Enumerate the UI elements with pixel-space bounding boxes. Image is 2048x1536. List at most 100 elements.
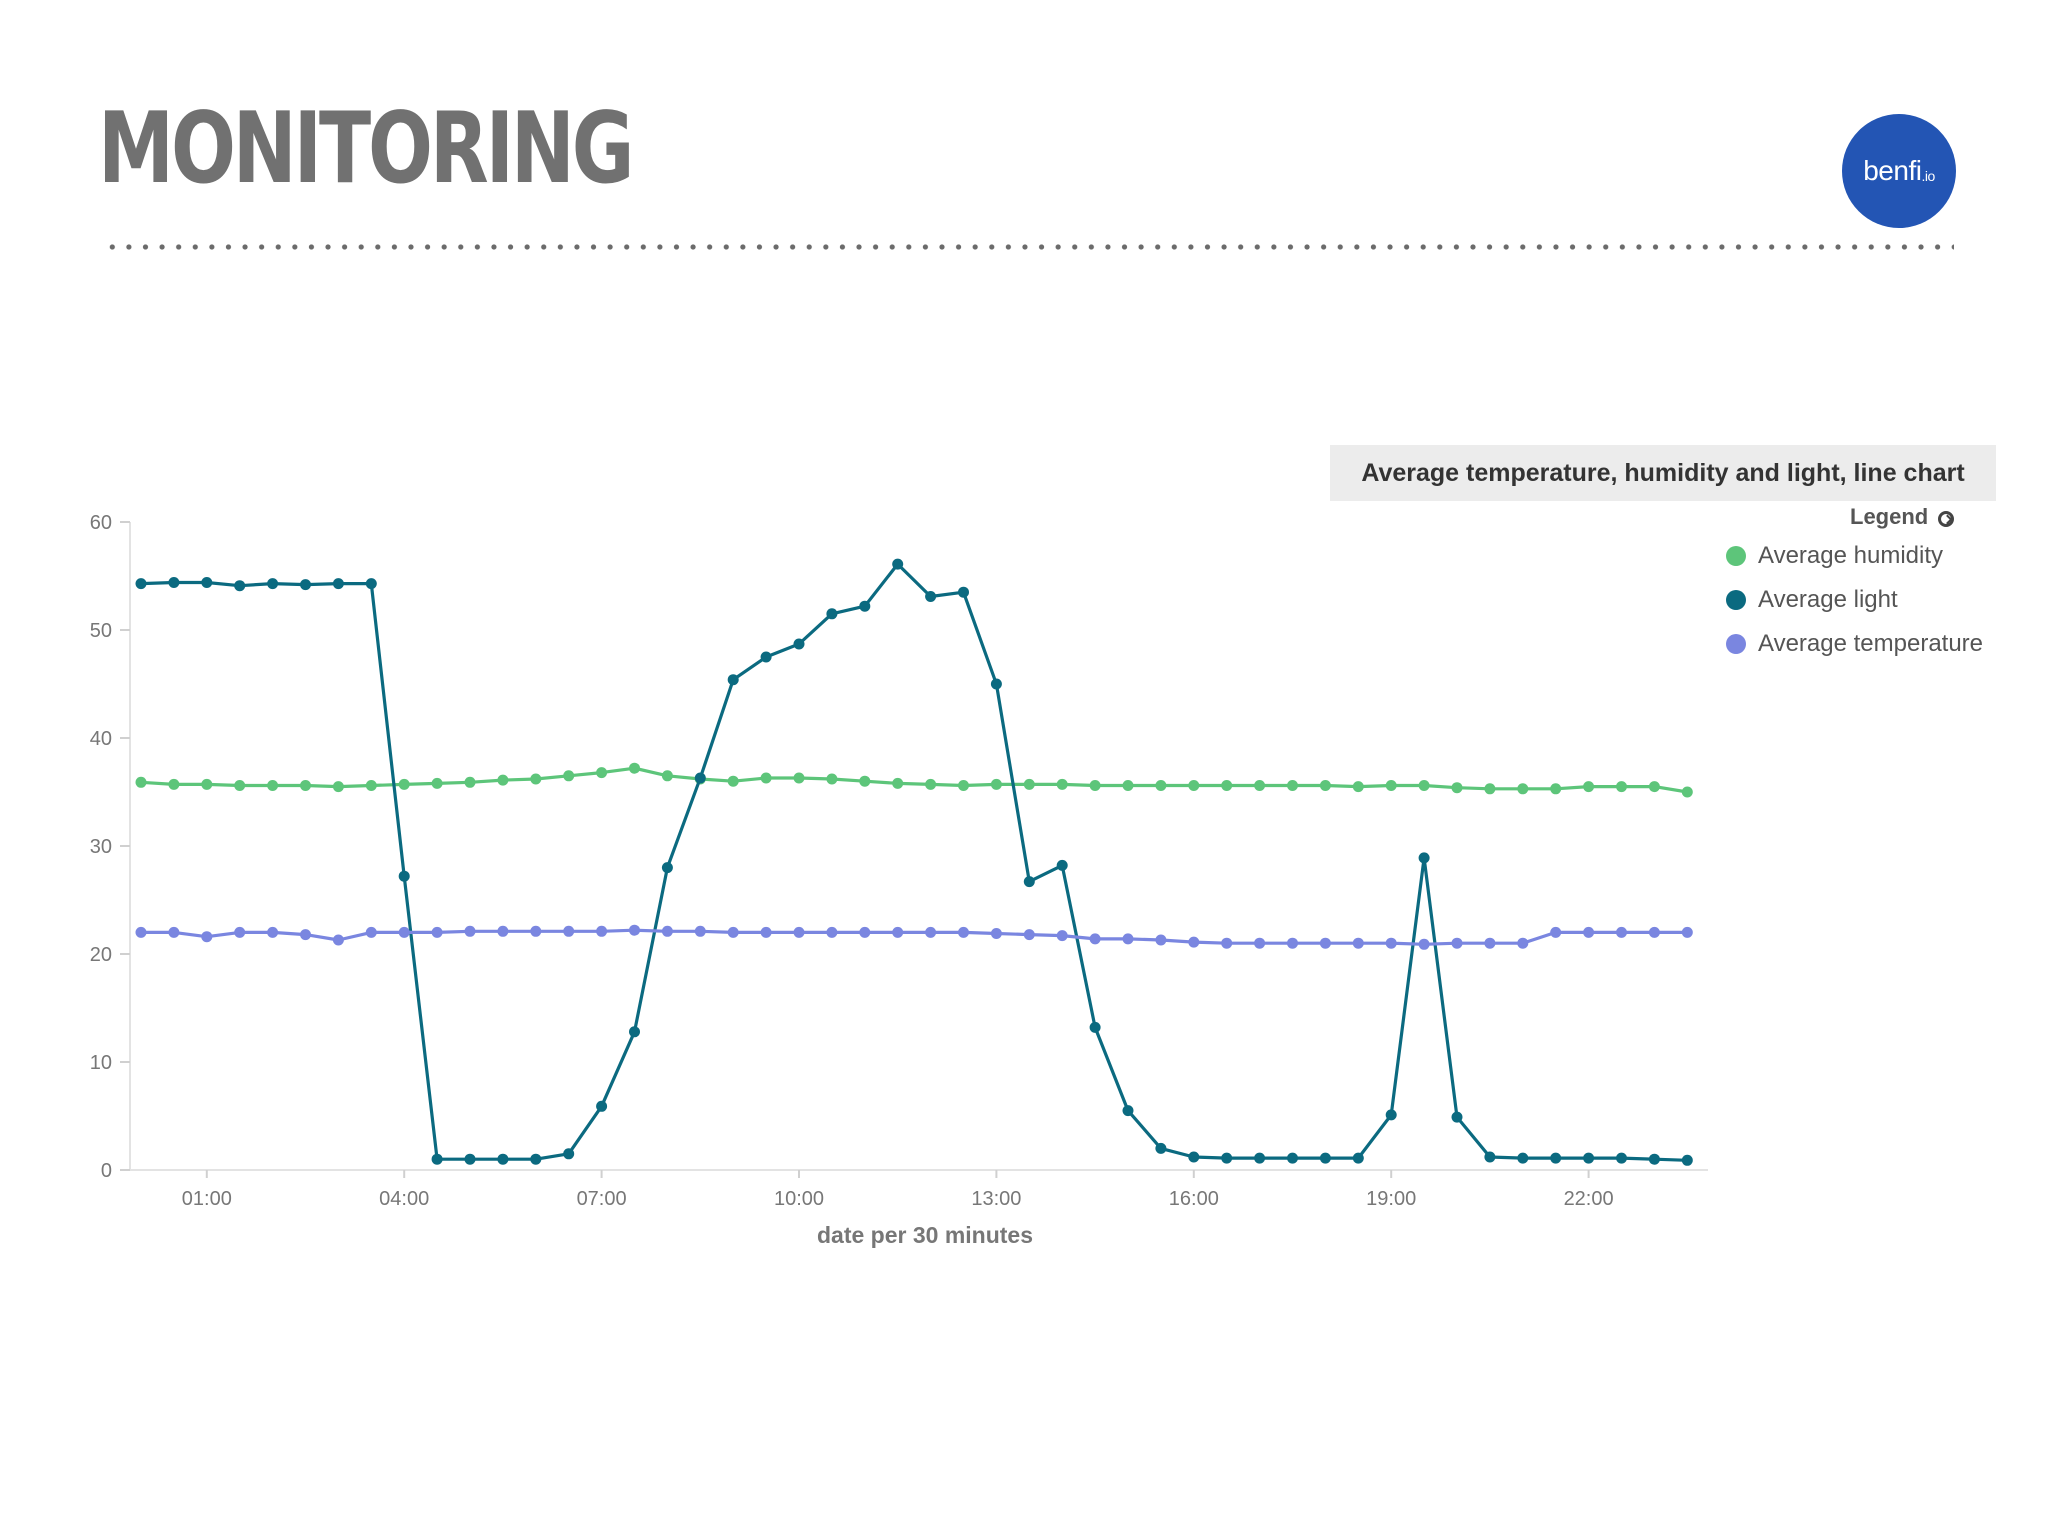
legend-swatch	[1726, 634, 1746, 654]
data-point	[1451, 1111, 1463, 1123]
x-tick-label: 07:00	[577, 1188, 627, 1210]
data-point	[267, 926, 279, 938]
data-point	[1517, 1152, 1529, 1164]
data-point	[168, 926, 180, 938]
data-point	[694, 772, 706, 784]
data-point	[234, 926, 246, 938]
data-point	[892, 558, 904, 570]
data-point	[1484, 783, 1496, 795]
data-point	[1023, 778, 1035, 790]
data-point	[300, 780, 311, 791]
data-point	[563, 770, 575, 782]
data-point	[168, 778, 180, 790]
data-point	[1188, 780, 1200, 791]
data-point	[431, 777, 443, 789]
data-point	[1352, 1152, 1364, 1164]
data-point	[958, 780, 969, 791]
data-point	[760, 651, 772, 663]
data-point	[1352, 937, 1364, 949]
data-point	[464, 776, 476, 788]
data-point	[1319, 1152, 1331, 1164]
data-point	[793, 638, 805, 650]
data-point	[464, 1153, 476, 1165]
data-point	[1089, 780, 1101, 791]
data-point	[135, 578, 147, 590]
data-point	[596, 925, 608, 937]
data-point	[497, 925, 509, 937]
data-point	[497, 1153, 509, 1165]
data-point	[431, 926, 443, 938]
data-point	[398, 778, 410, 790]
legend-toggle-icon[interactable]	[1938, 511, 1955, 527]
data-point	[1648, 781, 1660, 793]
data-point	[1583, 1152, 1595, 1164]
data-point	[727, 674, 739, 686]
data-point	[925, 926, 937, 938]
data-point	[1418, 938, 1430, 950]
data-point	[629, 924, 640, 936]
data-point	[1681, 926, 1693, 938]
data-point	[1517, 783, 1529, 795]
x-tick-label: 10:00	[774, 1188, 824, 1210]
data-point	[1385, 1109, 1397, 1121]
data-point	[1319, 937, 1331, 949]
data-point	[1254, 1152, 1266, 1164]
data-point	[727, 775, 739, 787]
data-point	[1155, 780, 1167, 791]
legend-swatch	[1726, 546, 1746, 566]
data-point	[826, 773, 838, 785]
data-point	[234, 580, 246, 592]
data-point	[859, 600, 871, 612]
data-point	[365, 578, 377, 590]
data-point	[1451, 782, 1463, 794]
y-tick-label: 0	[101, 1160, 112, 1182]
data-point	[1188, 1151, 1200, 1163]
y-tick-label: 60	[90, 512, 112, 534]
data-point	[267, 578, 279, 590]
x-tick-label: 19:00	[1366, 1188, 1416, 1210]
data-point	[990, 778, 1002, 790]
slide-title: MONITORING	[98, 92, 635, 206]
data-point	[958, 926, 969, 938]
data-point	[300, 929, 311, 941]
logo-suffix: .io	[1921, 168, 1935, 184]
data-point	[1254, 780, 1266, 791]
data-point	[1188, 936, 1200, 948]
data-point	[168, 577, 180, 588]
data-point	[1089, 933, 1101, 945]
data-point	[1648, 926, 1660, 938]
data-point	[530, 925, 542, 937]
data-point	[1221, 937, 1233, 949]
legend-header[interactable]: Legend	[1850, 504, 1955, 530]
data-point	[1155, 1142, 1167, 1154]
data-point	[661, 862, 673, 874]
data-point	[1155, 934, 1167, 946]
data-point	[1287, 937, 1298, 949]
data-point	[530, 773, 542, 785]
dotted-divider	[104, 244, 1954, 250]
data-point	[1056, 859, 1068, 871]
data-point	[1221, 1152, 1233, 1164]
data-point	[201, 778, 213, 790]
x-tick-label: 16:00	[1169, 1188, 1219, 1210]
legend-item[interactable]: Average humidity	[1726, 542, 1943, 570]
y-tick-label: 30	[90, 836, 112, 858]
y-tick-label: 20	[90, 944, 112, 966]
legend-item[interactable]: Average light	[1726, 586, 1898, 614]
data-point	[201, 931, 213, 943]
data-point	[925, 591, 937, 602]
data-point	[1056, 778, 1068, 790]
data-point	[1319, 780, 1331, 791]
data-point	[497, 774, 509, 786]
data-point	[1517, 937, 1529, 949]
y-tick-label: 50	[90, 620, 112, 642]
data-point	[1122, 1105, 1134, 1117]
data-point	[596, 1100, 608, 1112]
data-point	[760, 772, 772, 784]
data-point	[694, 925, 706, 937]
legend-label: Average light	[1758, 586, 1898, 613]
legend-item[interactable]: Average temperature	[1726, 630, 1983, 658]
data-point	[1681, 786, 1693, 798]
data-point	[925, 778, 937, 790]
data-point	[1056, 930, 1068, 942]
